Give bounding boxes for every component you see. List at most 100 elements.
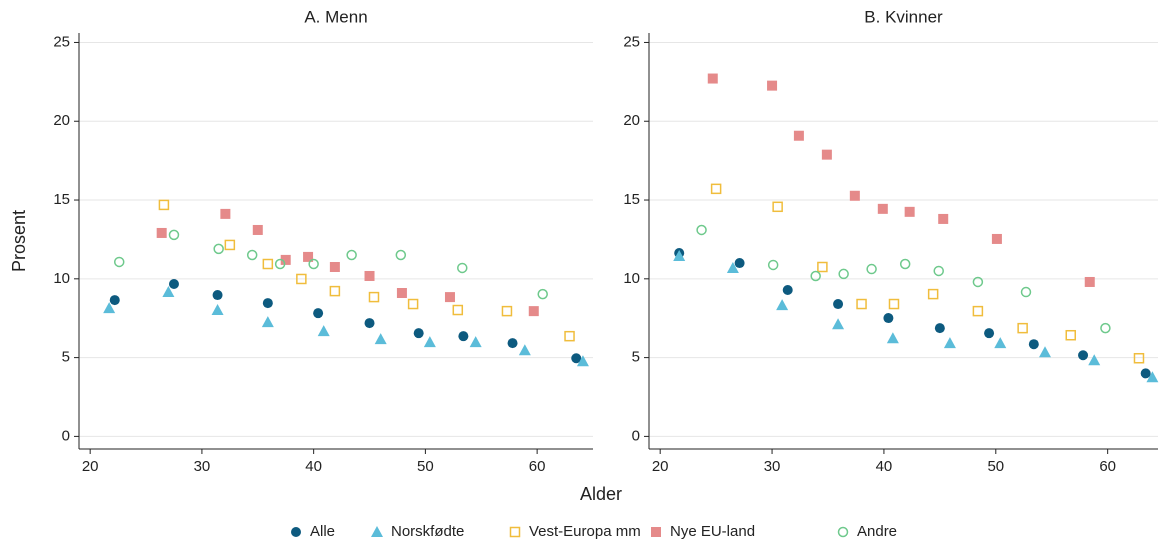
point xyxy=(212,290,223,301)
point xyxy=(767,259,779,271)
point xyxy=(261,316,274,328)
point xyxy=(810,270,821,282)
point xyxy=(507,338,518,349)
y-tick-label: 5 xyxy=(632,349,640,366)
point xyxy=(1146,371,1159,383)
x-tick-label: 30 xyxy=(764,458,781,475)
y-tick-label: 15 xyxy=(623,191,640,208)
x-tick-label: 30 xyxy=(194,458,211,475)
y-tick-label: 15 xyxy=(53,191,70,208)
point xyxy=(364,270,375,281)
point xyxy=(927,288,939,300)
point xyxy=(933,265,944,277)
point xyxy=(1084,276,1095,287)
y-tick-label: 25 xyxy=(623,33,640,50)
point xyxy=(838,268,849,280)
point xyxy=(501,305,513,317)
point xyxy=(329,262,340,272)
point xyxy=(776,299,789,311)
y-tick-label: 25 xyxy=(53,33,70,50)
point xyxy=(726,261,739,273)
y-tick-label: 20 xyxy=(623,112,640,129)
point xyxy=(296,273,307,285)
point xyxy=(313,308,324,319)
point xyxy=(303,251,314,262)
point xyxy=(696,224,707,236)
point xyxy=(246,249,258,261)
point xyxy=(469,336,482,348)
point xyxy=(866,263,877,275)
point xyxy=(1017,322,1028,334)
point xyxy=(252,224,263,235)
point xyxy=(1100,322,1111,334)
point xyxy=(904,206,915,217)
point xyxy=(886,332,899,344)
point xyxy=(991,233,1002,244)
point xyxy=(346,249,357,261)
point xyxy=(782,285,793,296)
x-tick-label: 20 xyxy=(82,458,99,475)
point xyxy=(821,149,832,160)
x-tick-label: 60 xyxy=(529,458,546,475)
point xyxy=(837,526,849,538)
point xyxy=(368,291,380,303)
point xyxy=(518,344,531,356)
point xyxy=(1140,368,1151,379)
point xyxy=(888,298,900,310)
point xyxy=(395,249,407,261)
x-tick-label: 50 xyxy=(417,458,434,475)
legend-label: Alle xyxy=(310,523,335,540)
y-tick-label: 10 xyxy=(53,270,70,287)
point xyxy=(262,298,273,309)
point xyxy=(452,304,464,316)
point xyxy=(509,526,521,538)
point xyxy=(651,527,661,537)
point xyxy=(1028,339,1039,350)
point xyxy=(564,330,575,342)
x-tick-label: 20 xyxy=(652,458,669,475)
x-axis-label: Alder xyxy=(580,484,622,504)
point xyxy=(371,526,383,537)
x-tick-label: 40 xyxy=(305,458,322,475)
legend-label: Nye EU-land xyxy=(670,523,755,540)
point xyxy=(793,130,804,141)
point xyxy=(1039,346,1052,358)
point xyxy=(308,258,319,270)
point xyxy=(772,201,783,213)
point xyxy=(280,254,291,265)
point xyxy=(396,288,407,298)
point xyxy=(213,243,224,255)
point xyxy=(168,279,179,290)
legend-label: Vest-Europa mm xyxy=(529,523,641,540)
point xyxy=(934,323,945,334)
point xyxy=(856,298,867,310)
y-tick-label: 10 xyxy=(623,270,640,287)
point xyxy=(211,304,224,316)
point xyxy=(984,328,995,339)
point xyxy=(883,313,894,324)
point xyxy=(817,261,828,273)
point xyxy=(571,353,582,364)
point xyxy=(1020,286,1032,298)
point xyxy=(1133,352,1145,364)
point xyxy=(833,299,844,310)
y-tick-label: 0 xyxy=(62,427,70,444)
x-tick-label: 40 xyxy=(876,458,893,475)
point xyxy=(943,337,956,349)
point xyxy=(1065,329,1076,341)
y-tick-label: 20 xyxy=(53,112,70,129)
point xyxy=(329,285,341,297)
point xyxy=(528,306,539,317)
point xyxy=(103,302,116,314)
point xyxy=(849,190,860,201)
point xyxy=(707,73,718,84)
point xyxy=(274,258,286,270)
point xyxy=(457,262,468,274)
point xyxy=(423,336,436,348)
y-tick-label: 0 xyxy=(632,427,640,444)
point xyxy=(673,249,686,261)
legend-label: Andre xyxy=(857,523,897,540)
point xyxy=(1078,350,1089,361)
point xyxy=(832,318,845,330)
